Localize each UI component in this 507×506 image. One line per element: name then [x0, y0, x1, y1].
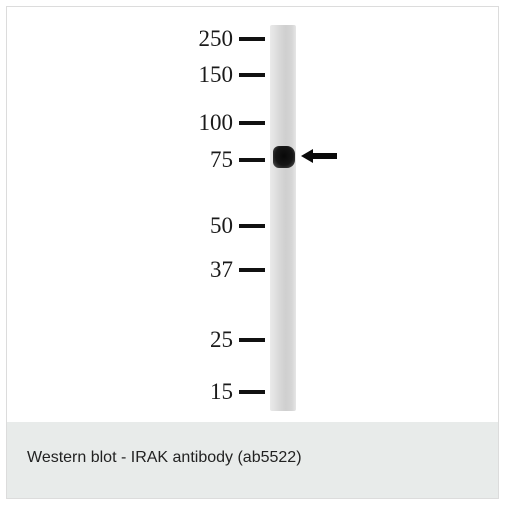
marker-label-37: 37: [210, 257, 233, 282]
marker-tick-250: [239, 37, 265, 41]
marker-label-75: 75: [210, 147, 233, 172]
protein-band: [273, 146, 295, 168]
marker-label-15: 15: [210, 379, 233, 404]
marker-tick-25: [239, 338, 265, 342]
image-caption: Western blot - IRAK antibody (ab5522): [27, 449, 302, 466]
marker-tick-50: [239, 224, 265, 228]
marker-tick-75: [239, 158, 265, 162]
caption-bar: Western blot - IRAK antibody (ab5522): [7, 422, 498, 498]
marker-tick-37: [239, 268, 265, 272]
marker-label-150: 150: [198, 62, 234, 87]
marker-label-250: 250: [198, 26, 234, 51]
marker-label-50: 50: [210, 213, 233, 238]
marker-tick-100: [239, 121, 265, 125]
western-blot-image[interactable]: 250 150 100 75 50 37 25 15: [7, 7, 498, 427]
band-arrow-icon: [301, 149, 337, 163]
marker-tick-150: [239, 73, 265, 77]
image-card: 250 150 100 75 50 37 25 15 Western blot …: [6, 6, 499, 499]
marker-label-25: 25: [210, 327, 233, 352]
marker-tick-15: [239, 390, 265, 394]
marker-label-100: 100: [198, 110, 234, 135]
blot-lane: [270, 25, 296, 411]
